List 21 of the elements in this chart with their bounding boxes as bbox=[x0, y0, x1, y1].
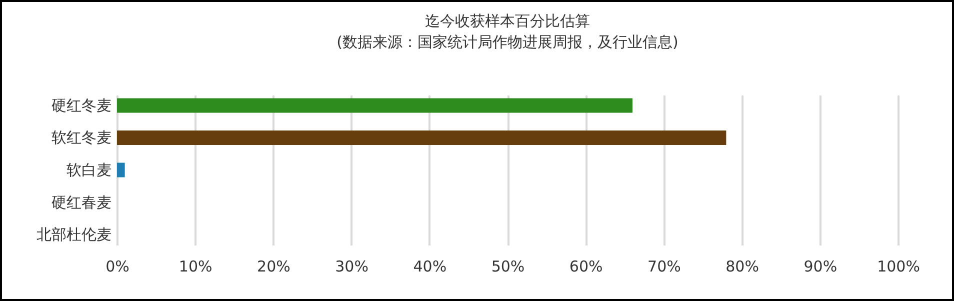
x-tick-label: 100% bbox=[877, 258, 920, 276]
x-tick-label: 30% bbox=[335, 258, 368, 276]
x-tick-label: 60% bbox=[569, 258, 603, 276]
x-tick-label: 10% bbox=[178, 258, 212, 276]
chart-title: 迄今收获样本百分比估算 bbox=[425, 12, 590, 30]
x-tick-label: 80% bbox=[726, 258, 759, 276]
x-tick-label: 50% bbox=[491, 258, 525, 276]
bar bbox=[117, 98, 632, 113]
bar bbox=[117, 162, 125, 178]
x-tick-label: 40% bbox=[413, 258, 447, 276]
x-tick-label: 20% bbox=[257, 258, 290, 276]
y-tick-label: 北部杜伦麦 bbox=[36, 226, 112, 244]
bar bbox=[117, 130, 726, 145]
x-tick-label: 90% bbox=[804, 258, 838, 276]
y-tick-label: 硬红春麦 bbox=[52, 193, 112, 212]
x-tick-label: 70% bbox=[648, 258, 681, 276]
chart-subtitle: (数据来源：国家统计局作物进展周报，及行业信息) bbox=[336, 33, 678, 51]
x-tick-label: 0% bbox=[106, 258, 130, 276]
y-tick-label: 软白麦 bbox=[66, 161, 112, 179]
y-tick-label: 硬红冬麦 bbox=[52, 96, 112, 114]
y-tick-label: 软红冬麦 bbox=[52, 128, 112, 147]
